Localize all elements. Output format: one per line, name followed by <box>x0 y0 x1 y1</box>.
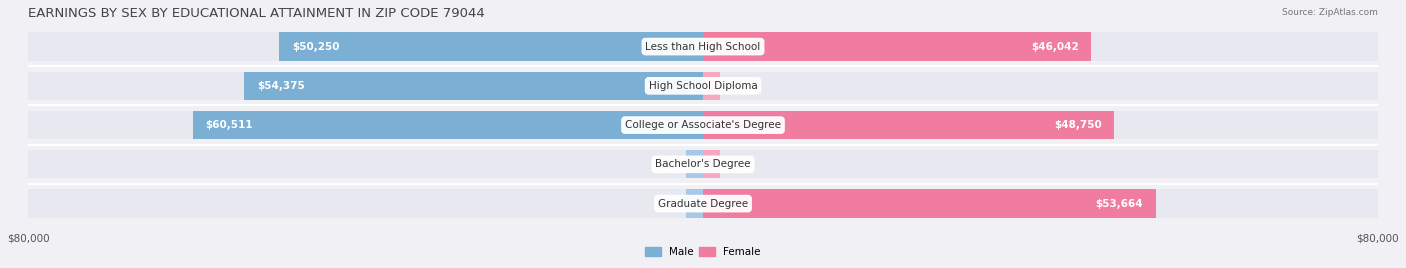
Text: Less than High School: Less than High School <box>645 42 761 51</box>
Bar <box>193 111 703 139</box>
Text: $46,042: $46,042 <box>1031 42 1078 51</box>
Bar <box>28 32 703 61</box>
Text: High School Diploma: High School Diploma <box>648 81 758 91</box>
Text: Source: ZipAtlas.com: Source: ZipAtlas.com <box>1282 8 1378 17</box>
Bar <box>703 150 1378 178</box>
Text: $54,375: $54,375 <box>257 81 305 91</box>
Text: $53,664: $53,664 <box>1095 199 1143 209</box>
Text: $0: $0 <box>728 159 741 169</box>
Bar <box>703 72 720 100</box>
Legend: Male, Female: Male, Female <box>641 243 765 261</box>
Bar <box>703 189 1156 218</box>
Text: $0: $0 <box>665 159 678 169</box>
Bar <box>28 111 703 139</box>
Text: $0: $0 <box>728 81 741 91</box>
Bar <box>245 72 703 100</box>
Bar <box>28 189 703 218</box>
Bar <box>703 111 1114 139</box>
Bar <box>703 32 1378 61</box>
Bar <box>280 32 703 61</box>
Bar <box>686 189 703 218</box>
Text: Graduate Degree: Graduate Degree <box>658 199 748 209</box>
Bar <box>703 32 1091 61</box>
Text: $48,750: $48,750 <box>1053 120 1101 130</box>
Bar <box>703 189 1378 218</box>
Text: $50,250: $50,250 <box>292 42 339 51</box>
Bar <box>28 150 703 178</box>
Text: College or Associate's Degree: College or Associate's Degree <box>626 120 780 130</box>
Text: Bachelor's Degree: Bachelor's Degree <box>655 159 751 169</box>
Text: $0: $0 <box>665 199 678 209</box>
Text: $60,511: $60,511 <box>205 120 253 130</box>
Bar <box>28 72 703 100</box>
Bar <box>686 150 703 178</box>
Bar <box>703 111 1378 139</box>
Bar <box>703 150 720 178</box>
Text: EARNINGS BY SEX BY EDUCATIONAL ATTAINMENT IN ZIP CODE 79044: EARNINGS BY SEX BY EDUCATIONAL ATTAINMEN… <box>28 7 485 20</box>
Bar <box>703 72 1378 100</box>
